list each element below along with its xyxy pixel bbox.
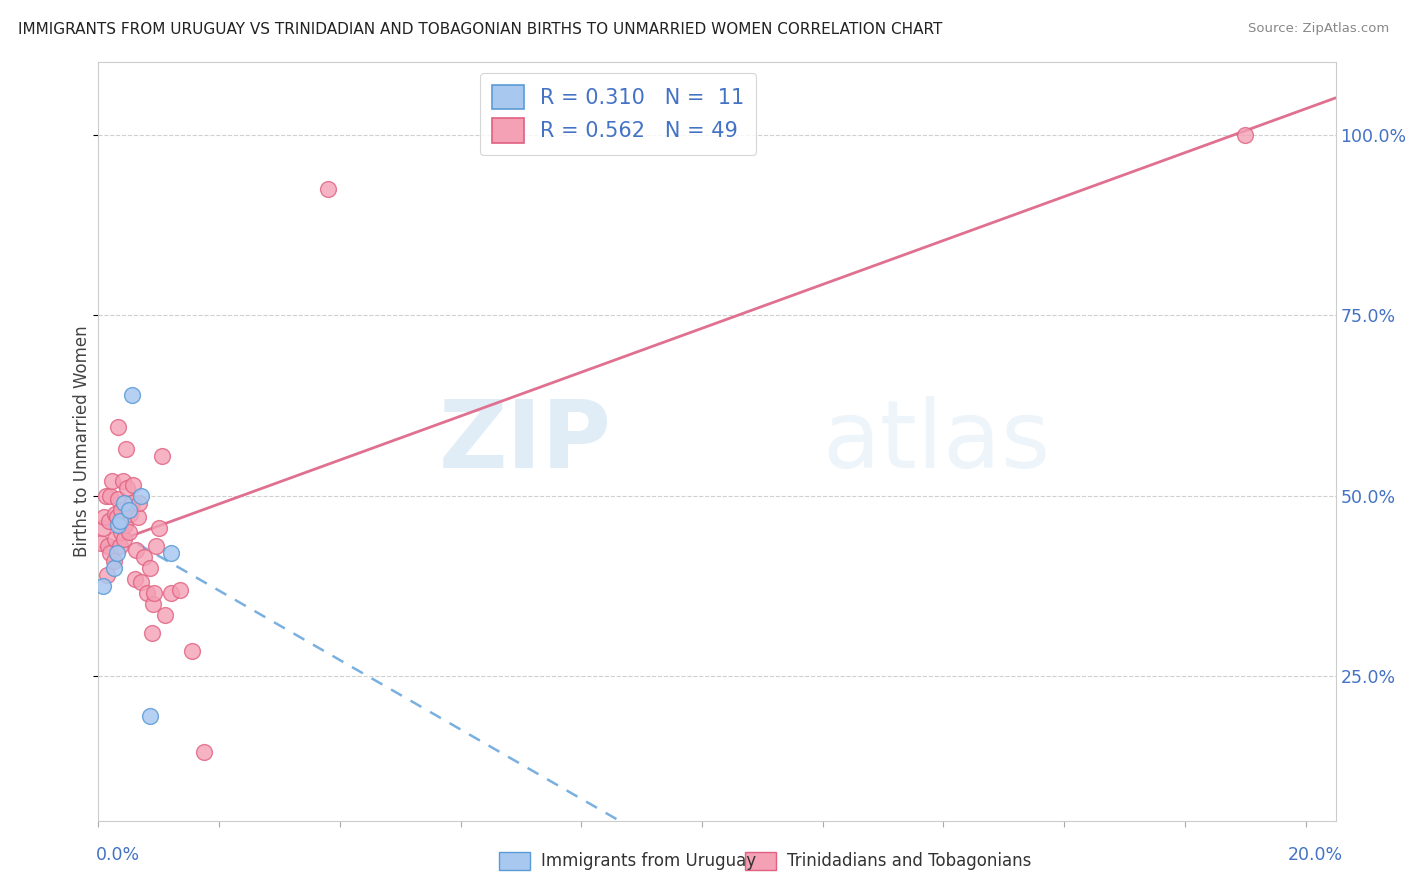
Point — [94, 489, 117, 503]
Text: Source: ZipAtlas.com: Source: ZipAtlas.com — [1249, 22, 1389, 36]
Text: Immigrants from Uruguay: Immigrants from Uruguay — [541, 852, 756, 870]
Point — [1234, 128, 1257, 142]
Y-axis label: Births to Unmarried Women: Births to Unmarried Women — [73, 326, 91, 558]
Point — [91, 521, 114, 535]
Point — [132, 550, 155, 565]
Point — [97, 539, 120, 553]
Point — [100, 546, 122, 560]
Point — [108, 514, 131, 528]
Point — [160, 586, 183, 600]
Point — [145, 539, 167, 553]
Point — [316, 182, 339, 196]
Point — [117, 482, 139, 496]
Point — [107, 492, 129, 507]
Point — [169, 582, 191, 597]
Point — [107, 420, 129, 434]
Point — [193, 745, 215, 759]
Point — [105, 510, 128, 524]
Point — [129, 575, 152, 590]
Point — [138, 709, 160, 723]
Point — [114, 517, 136, 532]
Point — [112, 532, 135, 546]
Point — [148, 521, 170, 535]
Point — [98, 489, 121, 503]
Point — [117, 503, 139, 517]
Point — [107, 517, 129, 532]
Point — [112, 496, 135, 510]
Text: Trinidadians and Tobagonians: Trinidadians and Tobagonians — [787, 852, 1032, 870]
Point — [117, 524, 139, 539]
Point — [127, 510, 149, 524]
Point — [103, 561, 125, 575]
Point — [138, 561, 160, 575]
Point — [105, 546, 128, 560]
Point — [118, 507, 141, 521]
Text: 0.0%: 0.0% — [96, 846, 139, 863]
Point — [128, 496, 150, 510]
Point — [121, 387, 143, 401]
Point — [114, 442, 136, 456]
Point — [104, 507, 127, 521]
Point — [100, 475, 122, 489]
Point — [129, 489, 152, 503]
Point — [90, 535, 112, 549]
Point — [141, 626, 163, 640]
Point — [125, 542, 148, 557]
Point — [121, 496, 143, 510]
Text: atlas: atlas — [823, 395, 1050, 488]
Point — [153, 607, 176, 622]
Text: ZIP: ZIP — [439, 395, 612, 488]
Point — [103, 554, 125, 568]
Point — [104, 532, 127, 546]
Point — [135, 586, 157, 600]
Point — [150, 449, 173, 463]
Point — [142, 586, 165, 600]
Text: IMMIGRANTS FROM URUGUAY VS TRINIDADIAN AND TOBAGONIAN BIRTHS TO UNMARRIED WOMEN : IMMIGRANTS FROM URUGUAY VS TRINIDADIAN A… — [18, 22, 942, 37]
Point — [142, 597, 165, 611]
Point — [111, 475, 134, 489]
Point — [110, 524, 132, 539]
Point — [122, 478, 145, 492]
Text: 20.0%: 20.0% — [1288, 846, 1343, 863]
Point — [98, 514, 121, 528]
Point — [93, 510, 115, 524]
Point — [160, 546, 183, 560]
Point — [110, 503, 132, 517]
Point — [96, 568, 118, 582]
Point — [181, 644, 204, 658]
Point — [108, 539, 131, 553]
Legend: R = 0.310   N =  11, R = 0.562   N = 49: R = 0.310 N = 11, R = 0.562 N = 49 — [479, 72, 756, 155]
Point — [91, 579, 114, 593]
Point — [124, 572, 146, 586]
